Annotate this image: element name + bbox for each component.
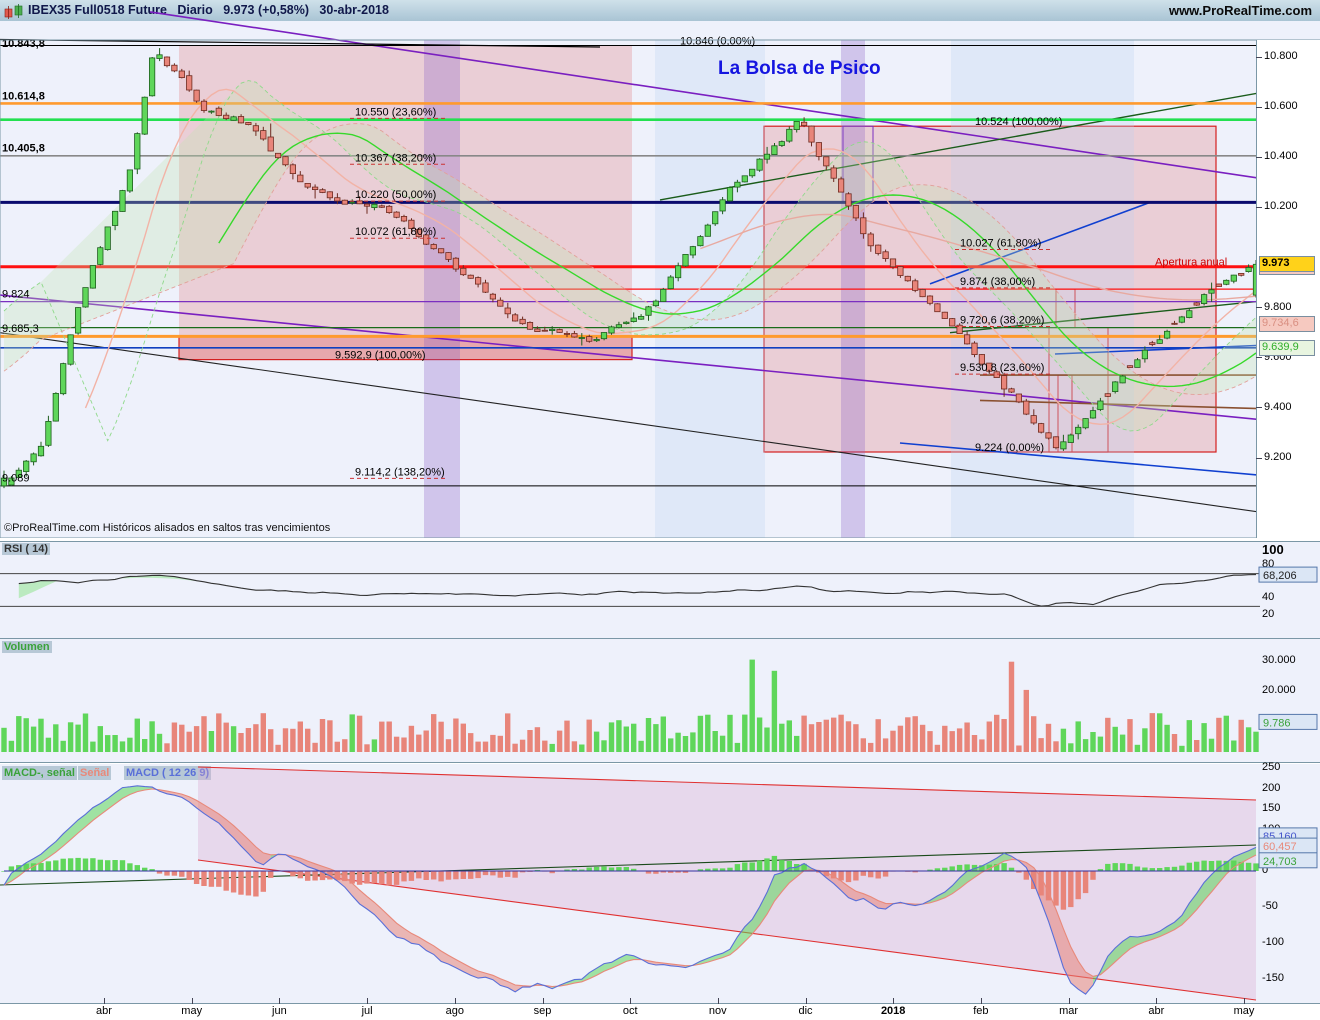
- svg-text:60,457: 60,457: [1263, 841, 1297, 853]
- svg-text:24,703: 24,703: [1263, 856, 1297, 868]
